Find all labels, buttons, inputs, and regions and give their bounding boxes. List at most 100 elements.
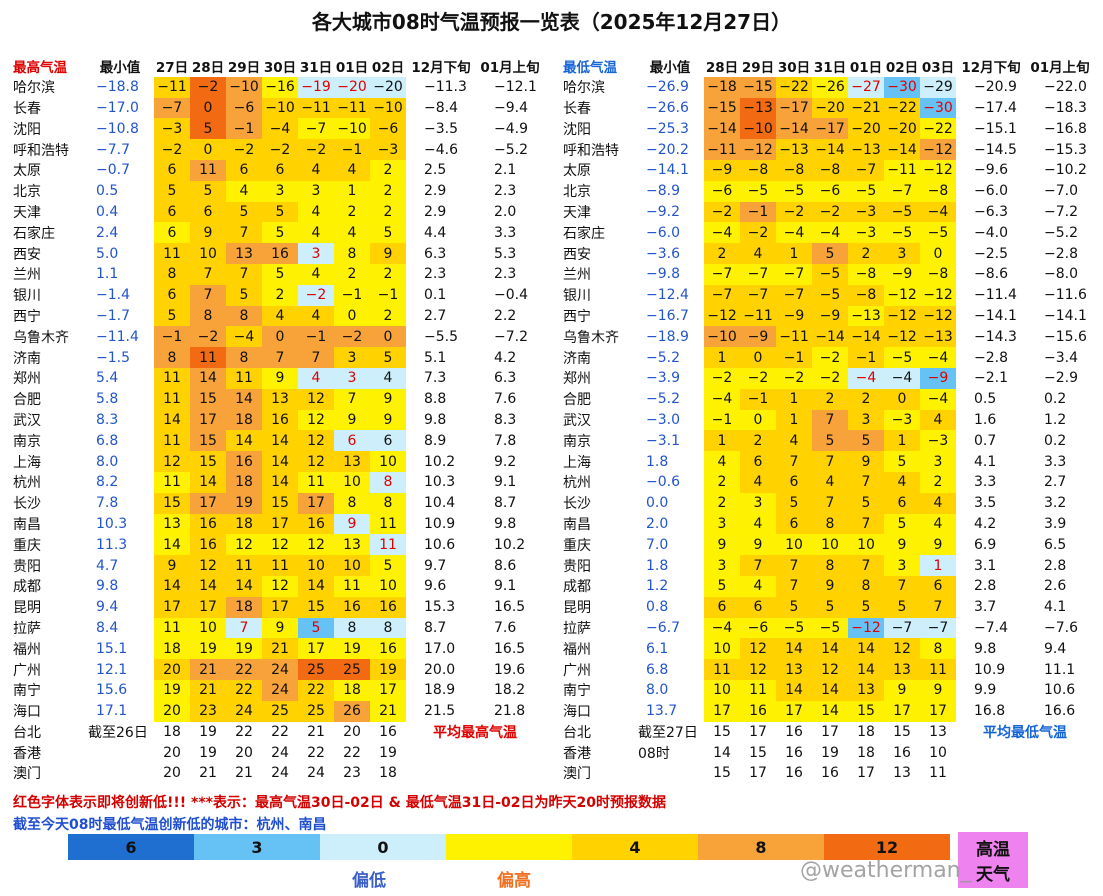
ref-value: 5.8 — [96, 391, 119, 408]
ten-day-value: 9.6 — [424, 578, 447, 595]
temp-cell: 8 — [920, 638, 956, 660]
temp-cell: −4 — [920, 201, 956, 223]
temp-cell: −8 — [812, 159, 848, 181]
city-name: 香港 — [563, 745, 591, 762]
temp-cell: −2 — [704, 201, 740, 223]
city-name: 天津 — [13, 204, 41, 221]
temp-cell: 2 — [704, 492, 740, 514]
temp-cell: 2 — [370, 201, 406, 223]
city-name: 拉萨 — [563, 620, 591, 637]
temp-cell: 14 — [154, 534, 190, 556]
temp-cell: 23 — [343, 765, 361, 782]
table-row: 西安 −3.6 2 4 1 5 2 3 0 −2.5 −2.8 — [561, 243, 1094, 264]
city-name: 武汉 — [563, 412, 591, 429]
temp-cell: 4 — [334, 222, 370, 244]
city-name: 郑州 — [563, 371, 591, 388]
temp-cell: 17 — [298, 492, 334, 514]
temp-cell: −7 — [776, 263, 812, 285]
ref-value: 15.1 — [96, 640, 128, 657]
temp-cell: 4 — [812, 471, 848, 493]
ref-value: −0.6 — [646, 474, 680, 491]
temp-cell: 1 — [776, 243, 812, 264]
temp-cell: 11 — [190, 159, 226, 181]
table-row: 昆明 9.4 17 17 18 17 15 16 16 15.3 16.5 — [11, 596, 544, 618]
temp-cell: −2 — [740, 367, 776, 389]
temp-cell: 14 — [812, 679, 848, 701]
temp-cell: −12 — [704, 305, 740, 327]
temp-cell: 20 — [163, 765, 181, 782]
temp-cell: 17 — [262, 596, 298, 618]
temp-cell: 8 — [370, 492, 406, 514]
temp-cell: 11 — [154, 430, 190, 452]
header-row: 最高气温 最小值 27日 28日 29日 30日 31日 01日 02日 12月下旬 01月上旬 — [11, 56, 544, 77]
temp-cell: 4 — [884, 471, 920, 493]
temp-cell: −13 — [920, 326, 956, 348]
city-name: 拉萨 — [13, 620, 41, 637]
temp-cell: −4 — [884, 367, 920, 389]
ten-day-value: 7.3 — [424, 370, 447, 387]
ten-day-value: −14.1 — [1044, 307, 1087, 324]
ref-value: −18.9 — [646, 328, 689, 345]
temp-cell: 8 — [226, 347, 262, 368]
temp-cell: −13 — [740, 97, 776, 119]
temp-cell: −1 — [370, 284, 406, 306]
temp-cell: 14 — [848, 638, 884, 660]
ten-day-value: 4.1 — [974, 453, 997, 470]
temp-cell: −4 — [226, 326, 262, 348]
temp-cell: −5 — [776, 180, 812, 202]
ten-day-value: 8.3 — [494, 411, 517, 428]
temp-cell: 16 — [298, 513, 334, 535]
temp-cell: 5 — [226, 284, 262, 306]
temp-cell: −1 — [298, 326, 334, 348]
table-row: 乌鲁木齐 −11.4 −1 −2 −4 0 −1 −2 0 −5.5 −7.2 — [11, 326, 544, 348]
temp-cell: 17 — [821, 723, 839, 740]
temp-cell: 21 — [262, 638, 298, 660]
temp-cell: −7 — [920, 617, 956, 639]
temp-cell: −5 — [884, 222, 920, 244]
ten-day-value: −4.0 — [974, 224, 1008, 241]
temp-cell: −13 — [848, 139, 884, 160]
city-name: 乌鲁木齐 — [563, 329, 619, 346]
temp-cell: −5 — [884, 201, 920, 223]
temp-cell: 17 — [749, 765, 767, 782]
table-row: 济南 −1.5 8 11 8 7 7 3 5 5.1 4.2 — [11, 347, 544, 368]
ten-day-value: −12.1 — [494, 79, 537, 96]
temp-cell: 1 — [704, 347, 740, 368]
temp-cell: 17 — [190, 492, 226, 514]
temp-cell: 14 — [190, 471, 226, 493]
temp-cell: 8 — [334, 617, 370, 639]
temp-cell: 11 — [226, 367, 262, 389]
temp-cell: 7 — [812, 492, 848, 514]
ten-day-value: 9.2 — [494, 453, 517, 470]
temp-cell: 11 — [298, 471, 334, 493]
temp-cell: 3 — [704, 513, 740, 535]
ref-value: −1.7 — [96, 307, 130, 324]
temp-cell: 2 — [704, 243, 740, 264]
temp-cell: 7 — [920, 596, 956, 618]
temp-cell: 7 — [776, 575, 812, 597]
city-name: 台北 — [563, 724, 591, 741]
temp-cell: 2 — [370, 180, 406, 202]
ten-day-value: 3.3 — [494, 224, 517, 241]
extra-note — [956, 742, 1094, 763]
temp-cell: 5 — [298, 617, 334, 639]
temp-cell: 16 — [370, 638, 406, 660]
temp-cell: 3 — [884, 555, 920, 576]
temp-cell: 10 — [812, 534, 848, 556]
temp-cell: −12 — [884, 326, 920, 348]
temp-cell: −3 — [154, 118, 190, 140]
legend-bin: 0 — [320, 834, 446, 860]
temp-cell: −10 — [370, 97, 406, 119]
ten-day-value: −4.6 — [424, 141, 458, 158]
ref-value: 1.8 — [646, 453, 669, 470]
temp-cell: 9 — [262, 367, 298, 389]
table-row: 石家庄 −6.0 −4 −2 −4 −4 −3 −5 −5 −4.0 −5.2 — [561, 222, 1094, 244]
temp-cell: −1 — [740, 388, 776, 410]
temp-cell: 6 — [154, 201, 190, 223]
table-row: 太原 −0.7 6 11 6 6 4 4 2 2.5 2.1 — [11, 159, 544, 181]
legend-bin: 4 — [572, 834, 698, 860]
temp-cell: 4 — [262, 305, 298, 327]
temp-cell: −6 — [704, 180, 740, 202]
temp-cell: −4 — [920, 347, 956, 368]
temp-cell: −30 — [884, 76, 920, 98]
